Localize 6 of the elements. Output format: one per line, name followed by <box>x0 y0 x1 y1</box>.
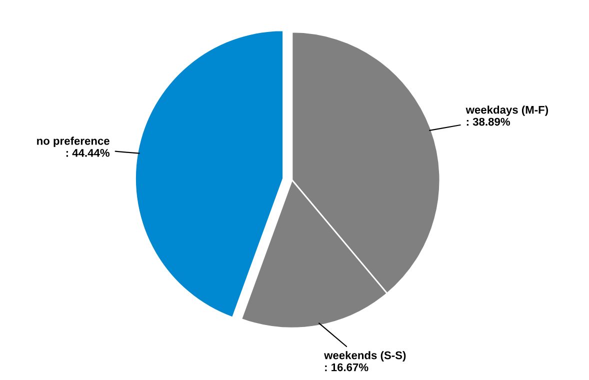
slice-label: weekends (S-S) <box>324 351 406 362</box>
data-label: : 38.89% <box>466 118 510 126</box>
data-label: : 16.67% <box>325 363 368 372</box>
slice-label: no preference <box>37 136 110 148</box>
slice-label: weekdays (M-F) <box>466 106 548 116</box>
data-label: : 44.44% <box>66 148 110 157</box>
